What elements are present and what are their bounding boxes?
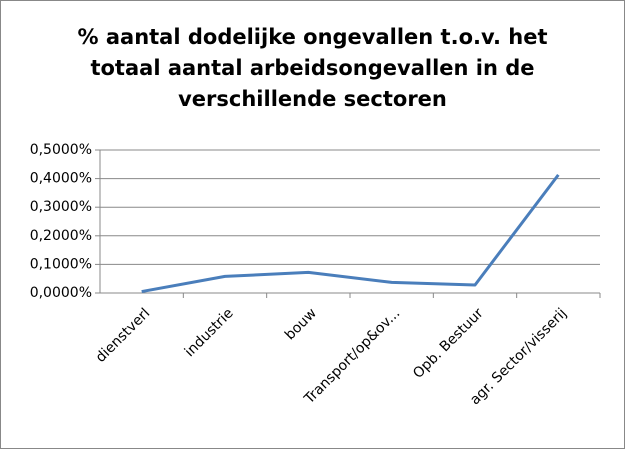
y-tick-label: 0,5000% [30,142,92,158]
y-tick-label: 0,4000% [30,171,92,187]
y-tick-label: 0,2000% [30,228,92,244]
y-tick-label: 0,3000% [30,199,92,215]
y-tick-label: 0,1000% [30,256,92,272]
y-tick-label: 0,0000% [30,285,92,301]
line-series [141,173,560,294]
chart-title: % aantal dodelijke ongevallen t.o.v. het… [77,25,548,111]
